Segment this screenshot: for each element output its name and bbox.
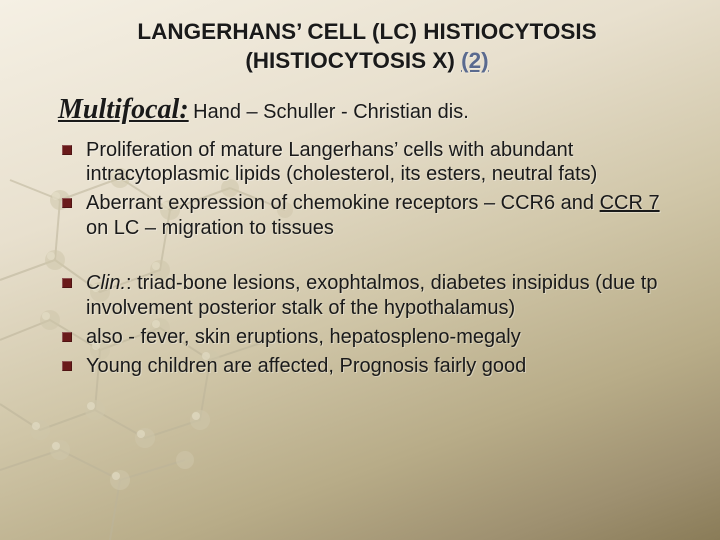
title-line-1: LANGERHANS’ CELL (LC) HISTIOCYTOSIS bbox=[137, 19, 596, 44]
bullet-text: also - fever, skin eruptions, hepatosple… bbox=[86, 326, 521, 348]
bullet-item: Proliferation of mature Langerhans’ cell… bbox=[86, 138, 676, 187]
bullet-item: Young children are affected, Prognosis f… bbox=[86, 354, 676, 378]
title-line-2a: (HISTIOCYTOSIS X) bbox=[245, 48, 461, 73]
bullet-item: Aberrant expression of chemokine recepto… bbox=[86, 191, 676, 240]
bullet-text: Young children are affected, Prognosis f… bbox=[86, 355, 526, 377]
bullet-item: also - fever, skin eruptions, hepatosple… bbox=[86, 325, 676, 349]
slide-content: LANGERHANS’ CELL (LC) HISTIOCYTOSIS (HIS… bbox=[0, 0, 720, 379]
bullet-text-italic: Clin. bbox=[86, 272, 126, 294]
bullet-item: Clin.: triad-bone lesions, exophtalmos, … bbox=[86, 271, 676, 320]
slide: LANGERHANS’ CELL (LC) HISTIOCYTOSIS (HIS… bbox=[0, 0, 720, 540]
slide-title: LANGERHANS’ CELL (LC) HISTIOCYTOSIS (HIS… bbox=[58, 18, 676, 76]
bullet-group-1: Proliferation of mature Langerhans’ cell… bbox=[58, 138, 676, 241]
subheading-row: Multifocal: Hand – Schuller - Christian … bbox=[58, 94, 676, 126]
subheading-emph: Multifocal: bbox=[58, 94, 189, 125]
subheading-rest: Hand – Schuller - Christian dis. bbox=[193, 101, 469, 123]
bullet-text: : triad-bone lesions, exophtalmos, diabe… bbox=[86, 272, 657, 318]
bullet-text: Proliferation of mature Langerhans’ cell… bbox=[86, 139, 597, 185]
bullet-text: on LC – migration to tissues bbox=[86, 217, 334, 239]
bullet-text: Aberrant expression of chemokine recepto… bbox=[86, 192, 600, 214]
bullet-text-underline: CCR 7 bbox=[600, 192, 660, 214]
spacer bbox=[58, 245, 676, 271]
bullet-group-2: Clin.: triad-bone lesions, exophtalmos, … bbox=[58, 271, 676, 379]
title-accent: (2) bbox=[461, 48, 489, 73]
